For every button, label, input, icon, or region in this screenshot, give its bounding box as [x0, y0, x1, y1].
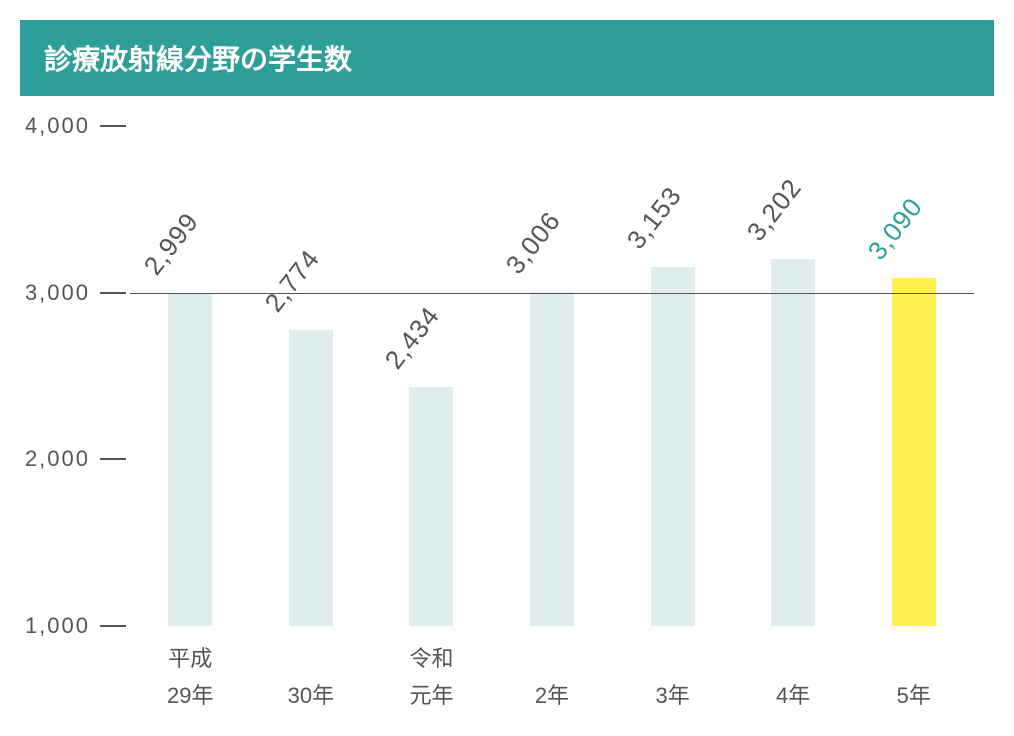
- bar-value-label: 3,202: [741, 173, 809, 247]
- bar-value-label: 2,774: [258, 244, 326, 318]
- bar-value-label: 3,006: [500, 205, 568, 279]
- chart-title: 診療放射線分野の学生数: [20, 20, 994, 96]
- bar-slot: 2,999: [130, 126, 251, 626]
- bar-rect: [771, 259, 815, 626]
- x-era-label: [853, 640, 974, 677]
- bar-slot: 3,006: [492, 126, 613, 626]
- plot-area: 1,0002,0003,0004,000 2,9992,7742,4343,00…: [130, 126, 974, 626]
- y-tick-mark: [100, 625, 126, 627]
- y-tick-label: 4,000: [20, 113, 90, 139]
- x-era-label: 平成: [130, 640, 251, 677]
- x-category-label: 4年: [733, 640, 854, 715]
- bar-rect: [651, 267, 695, 626]
- x-year-label: 元年: [371, 677, 492, 714]
- x-category-label: 令和元年: [371, 640, 492, 715]
- x-year-label: 30年: [251, 677, 372, 714]
- bar-value-label: 3,090: [861, 191, 929, 265]
- bar-chart: 診療放射線分野の学生数 1,0002,0003,0004,000 2,9992,…: [0, 0, 1014, 736]
- x-era-label: [612, 640, 733, 677]
- x-year-label: 3年: [612, 677, 733, 714]
- x-category-label: 3年: [612, 640, 733, 715]
- y-axis: 1,0002,0003,0004,000: [20, 126, 130, 626]
- y-tick-label: 3,000: [20, 280, 90, 306]
- bar-rect: [409, 387, 453, 626]
- bar-slot: 2,434: [371, 126, 492, 626]
- y-tick-label: 2,000: [20, 446, 90, 472]
- bar-value-label: 2,434: [379, 301, 447, 375]
- bar-slot: 3,153: [612, 126, 733, 626]
- x-category-label: 30年: [251, 640, 372, 715]
- y-tick-mark: [100, 458, 126, 460]
- x-era-label: [733, 640, 854, 677]
- x-year-label: 4年: [733, 677, 854, 714]
- bar-rect: [892, 278, 936, 626]
- x-category-label: 平成29年: [130, 640, 251, 715]
- gridline: [130, 293, 974, 294]
- bar-value-label: 3,153: [620, 181, 688, 255]
- x-year-label: 2年: [492, 677, 613, 714]
- x-year-label: 5年: [853, 677, 974, 714]
- x-axis: 平成29年 30年令和元年 2年 3年 4年 5年: [130, 640, 974, 715]
- bar-value-label: 2,999: [138, 207, 206, 281]
- bars-row: 2,999 2,774 2,434 3,006 3,153 3,202 3,090: [130, 126, 974, 626]
- y-tick-label: 1,000: [20, 613, 90, 639]
- x-category-label: 5年: [853, 640, 974, 715]
- bar-rect: [168, 293, 212, 626]
- x-category-label: 2年: [492, 640, 613, 715]
- bar-rect: [289, 330, 333, 626]
- bar-slot: 3,090: [853, 126, 974, 626]
- x-era-label: [251, 640, 372, 677]
- bar-slot: 2,774: [251, 126, 372, 626]
- x-year-label: 29年: [130, 677, 251, 714]
- x-era-label: [492, 640, 613, 677]
- bar-rect: [530, 292, 574, 626]
- bar-slot: 3,202: [733, 126, 854, 626]
- x-era-label: 令和: [371, 640, 492, 677]
- y-tick-mark: [100, 125, 126, 127]
- y-tick-mark: [100, 292, 126, 294]
